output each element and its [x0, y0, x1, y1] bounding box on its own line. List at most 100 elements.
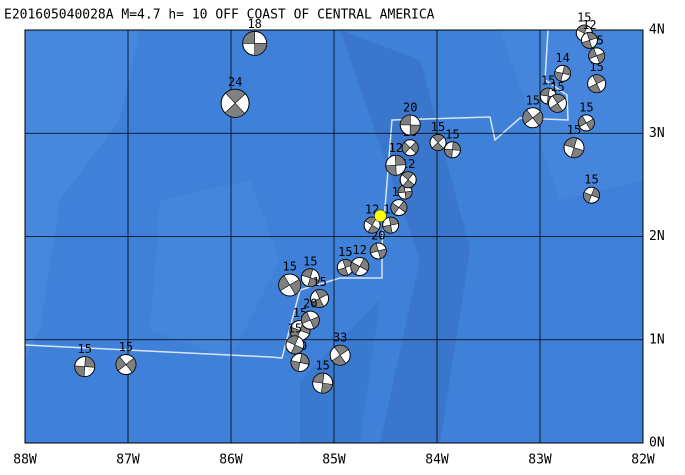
beachball-quadrant: [84, 356, 96, 368]
depth-label: 15: [315, 359, 329, 373]
beachball-quadrant: [588, 48, 598, 60]
beachball-quadrant: [307, 277, 320, 288]
beachball-quadrant: [562, 65, 571, 76]
focal-mechanism: [554, 64, 572, 82]
depth-label: 15: [577, 11, 591, 25]
depth-label: 18: [247, 17, 261, 31]
depth-label: 15: [589, 60, 603, 74]
depth-label: 33: [333, 331, 347, 345]
beachball-quadrant: [388, 216, 399, 226]
focal-mechanism: [115, 354, 137, 376]
beachball-quadrant: [588, 83, 601, 93]
beachball-quadrant: [539, 87, 550, 97]
beachball-quadrant: [583, 191, 592, 204]
focal-mechanism: [399, 171, 417, 189]
beachball-quadrant: [431, 142, 444, 151]
depth-label: 15: [526, 93, 540, 107]
y-tick-label: 0N: [649, 436, 665, 451]
depth-label: 14: [555, 51, 569, 65]
focal-mechanism: [312, 372, 334, 394]
focal-mechanism: [587, 74, 607, 94]
beachball-quadrant: [452, 141, 461, 151]
beachball-quadrant: [290, 344, 304, 355]
depth-label: 15: [567, 123, 581, 137]
beachball-quadrant: [224, 102, 246, 118]
beachball-quadrant: [334, 344, 349, 356]
depth-label: 15: [541, 74, 555, 88]
beachball-quadrant: [301, 268, 314, 279]
beachball-quadrant: [390, 202, 400, 215]
beachball-quadrant: [359, 258, 370, 272]
beachball-quadrant: [289, 278, 301, 295]
beachball-quadrant: [409, 124, 421, 136]
focal-mechanism: [580, 31, 598, 49]
depth-label: 20: [403, 100, 417, 114]
beachball-quadrant: [532, 111, 544, 127]
x-tick-label: 85W: [322, 453, 346, 468]
beachball-quadrant: [278, 275, 291, 292]
depth-label: 15: [584, 173, 598, 187]
x-tick-label: 87W: [116, 453, 140, 468]
depth-label: 15: [312, 275, 326, 289]
x-tick-label: 82W: [631, 453, 655, 468]
focal-mechanism: [74, 356, 96, 378]
focal-mechanism: [399, 114, 421, 136]
focal-mechanism: [220, 88, 250, 118]
x-tick-label: 86W: [219, 453, 243, 468]
depth-label: 15: [78, 342, 92, 356]
y-tick-label: 4N: [649, 23, 665, 38]
beachball-quadrant: [286, 335, 299, 346]
y-tick-label: 2N: [649, 229, 665, 244]
beachball-quadrant: [549, 102, 563, 113]
focal-mechanism: [310, 288, 330, 308]
focal-mechanism: [588, 47, 606, 65]
beachball-quadrant: [337, 267, 349, 276]
beachball-quadrant: [320, 382, 333, 394]
depth-label: 12: [389, 141, 403, 155]
beachball-quadrant: [401, 171, 414, 181]
focal-mechanism: [390, 199, 408, 217]
beachball-quadrant: [311, 298, 325, 308]
depth-label: 12: [353, 243, 367, 257]
beachball-quadrant: [409, 141, 419, 154]
depth-label: 15: [431, 120, 445, 134]
map-title: E201605040028A M=4.7 h= 10 OFF COAST OF …: [4, 8, 435, 23]
focal-mechanism: [385, 154, 407, 176]
beachball-quadrant: [74, 365, 86, 377]
depth-label: 15: [282, 260, 296, 274]
depth-label: 12: [582, 18, 596, 32]
plate-boundary: [25, 30, 569, 359]
depth-label: 15: [119, 340, 133, 354]
focal-mechanism: [401, 139, 419, 157]
beachball-quadrant: [125, 357, 137, 373]
beachball-quadrant: [242, 31, 255, 44]
depth-label: 15: [579, 100, 593, 114]
depth-label: 24: [228, 75, 242, 89]
focal-mechanism: [577, 114, 595, 132]
beachball-quadrant: [312, 372, 325, 384]
focal-mechanism: [350, 256, 370, 276]
depth-label: 15: [303, 254, 317, 268]
focal-mechanism: [290, 352, 310, 372]
focal-mechanism: [583, 186, 600, 204]
beachball-quadrant: [576, 24, 589, 34]
focal-mechanism: [285, 335, 305, 355]
focal-mechanism: [382, 216, 400, 234]
beachball-quadrant: [522, 109, 534, 125]
beachball-quadrant: [315, 289, 329, 299]
y-tick-label: 3N: [649, 126, 665, 141]
beachball-quadrant: [554, 71, 564, 82]
beachball-quadrant: [444, 148, 453, 159]
focal-mechanism: [548, 93, 568, 113]
depth-label: 15: [445, 127, 459, 141]
beachball-quadrant: [402, 179, 415, 188]
depth-label: 15: [550, 80, 564, 94]
beachball-quadrant: [398, 200, 408, 213]
focal-mechanism: [300, 310, 320, 330]
beachball-quadrant: [432, 134, 445, 143]
beachball-quadrant: [301, 311, 311, 325]
epicenter: [374, 209, 387, 223]
beachball-quadrant: [299, 353, 310, 365]
focal-mechanism: [522, 107, 544, 129]
